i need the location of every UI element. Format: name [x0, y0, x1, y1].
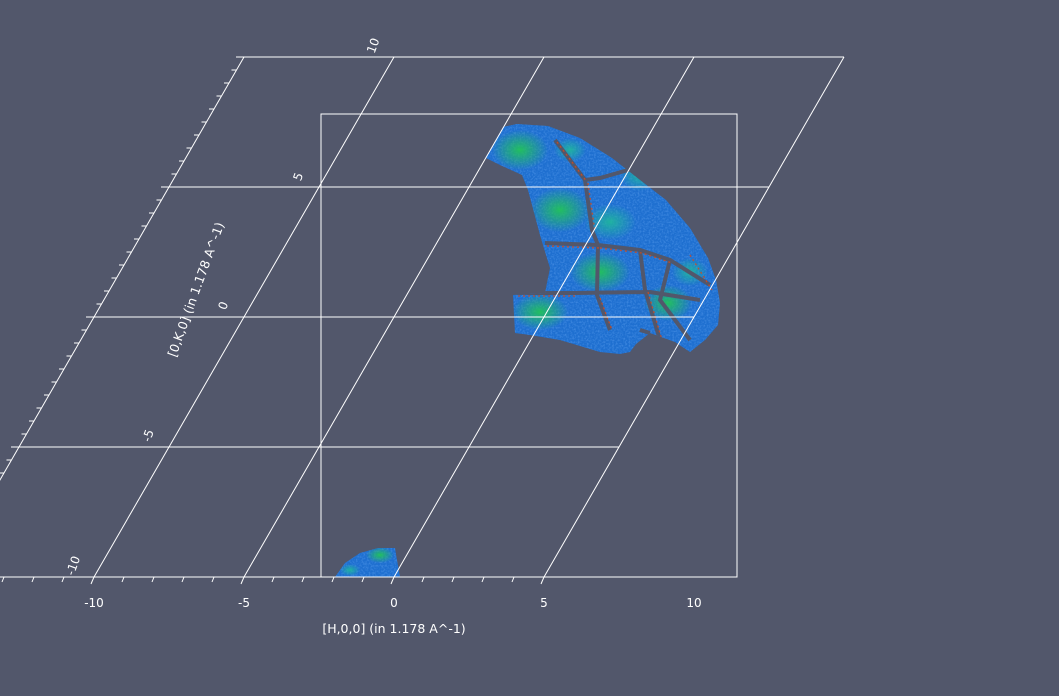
h-axis-tick [540, 576, 545, 585]
h-axis-tick [481, 576, 485, 583]
h-axis-tick [390, 576, 395, 585]
k-tick-label: 0 [215, 300, 231, 312]
h-axis-tick [361, 576, 365, 583]
h-axis-tick [301, 576, 305, 583]
h-axis-tick [1, 576, 5, 583]
k-tick-label: -5 [140, 428, 157, 444]
k-tick-label: 10 [364, 36, 382, 55]
h-axis-tick [451, 576, 455, 583]
h-axis-tick [151, 576, 155, 583]
k-axis: -10 -5 0 5 10 [0,K,0] (in 1.178 A^-1) [63, 36, 382, 577]
h-axis-tick [31, 576, 35, 583]
k-axis-title: [0,K,0] (in 1.178 A^-1) [164, 220, 227, 359]
h-tick-label: -5 [238, 596, 250, 610]
slice-bounding-box [320, 113, 738, 578]
h-tick-label: 10 [686, 596, 701, 610]
h-tick-label: -10 [84, 596, 104, 610]
h-axis-tick [211, 576, 215, 583]
k-tick-label: 5 [290, 171, 306, 183]
h-axis-title: [H,0,0] (in 1.178 A^-1) [322, 621, 465, 636]
h-axis-tick [121, 576, 125, 583]
h-axis-tick [90, 576, 95, 585]
h-axis-tick [240, 576, 245, 585]
h-axis: -10 -5 0 5 10 [H,0,0] (in 1.178 A^-1) [84, 596, 701, 636]
h-axis-tick [61, 576, 65, 583]
h-axis-tick [331, 576, 335, 583]
h-tick-label: 5 [540, 596, 548, 610]
h-axis-tick [181, 576, 185, 583]
h-tick-label: 0 [390, 596, 398, 610]
h-axis-tick [511, 576, 515, 583]
axis-ticks [0, 56, 545, 585]
h-axis-tick [421, 576, 425, 583]
k-tick-label: -10 [63, 554, 83, 577]
h-axis-tick [271, 576, 275, 583]
detector-data-region [335, 124, 720, 577]
